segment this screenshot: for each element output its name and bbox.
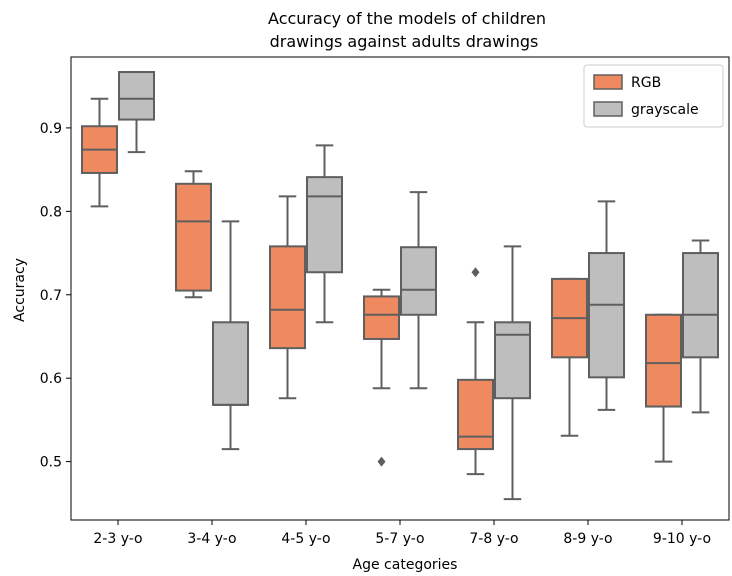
plot-area — [81, 71, 719, 501]
box-iqr — [118, 71, 155, 121]
y-axis-label: Accuracy — [12, 258, 28, 322]
box-RGB-5 — [551, 277, 588, 437]
chart-title: Accuracy of the models of children drawi… — [268, 9, 546, 51]
box-iqr — [212, 321, 249, 406]
box-RGB-1 — [175, 170, 212, 299]
axes: 0.5 0.6 0.7 0.8 0.9 2-3 y-o 3-4 y-o 4-5 y-o 5-7 … — [40, 56, 730, 547]
box-iqr — [494, 321, 531, 400]
box-grayscale-3 — [400, 191, 437, 390]
box-iqr — [645, 313, 682, 408]
x-tick-label: 8-9 y-o — [563, 531, 612, 547]
box-grayscale-2 — [306, 144, 343, 324]
y-tick-label: 0.6 — [40, 371, 62, 387]
box-iqr — [269, 245, 306, 350]
legend-swatch-grayscale — [593, 101, 623, 117]
box-grayscale-6 — [682, 239, 719, 414]
x-tick-label: 3-4 y-o — [187, 531, 236, 547]
outlier-marker — [471, 267, 480, 278]
chart-title-line-2: drawings against adults drawings — [270, 32, 539, 51]
box-iqr — [682, 252, 719, 359]
x-tick-label: 5-7 y-o — [375, 531, 424, 547]
box-RGB-3 — [363, 288, 400, 467]
legend: RGB grayscale — [583, 64, 724, 128]
box-iqr — [400, 246, 437, 316]
y-tick-label: 0.5 — [40, 455, 62, 471]
x-tick-label: 7-8 y-o — [469, 531, 518, 547]
box-iqr — [175, 182, 212, 292]
box-iqr — [588, 252, 625, 379]
box-grayscale-0 — [118, 71, 155, 154]
y-tick-label: 0.7 — [40, 288, 62, 304]
box-RGB-0 — [81, 97, 118, 208]
box-iqr — [363, 295, 400, 340]
legend-label-grayscale: grayscale — [631, 102, 699, 118]
chart-title-line-1: Accuracy of the models of children — [268, 9, 546, 28]
box-RGB-6 — [645, 313, 682, 463]
box-RGB-2 — [269, 195, 306, 400]
outlier-marker — [377, 456, 386, 467]
x-axis-label: Age categories — [353, 557, 458, 573]
x-tick-label: 9-10 y-o — [653, 531, 711, 547]
x-tick-label: 2-3 y-o — [93, 531, 142, 547]
box-grayscale-5 — [588, 200, 625, 411]
box-RGB-4 — [457, 267, 494, 476]
x-tick-label: 4-5 y-o — [281, 531, 330, 547]
box-grayscale-4 — [494, 245, 531, 501]
y-tick-label: 0.8 — [40, 204, 62, 220]
box-iqr — [306, 176, 343, 274]
y-tick-label: 0.9 — [40, 121, 62, 137]
legend-swatch-RGB — [593, 74, 623, 90]
box-grayscale-1 — [212, 220, 249, 451]
legend-label-RGB: RGB — [631, 75, 661, 91]
box-iqr — [457, 378, 494, 451]
